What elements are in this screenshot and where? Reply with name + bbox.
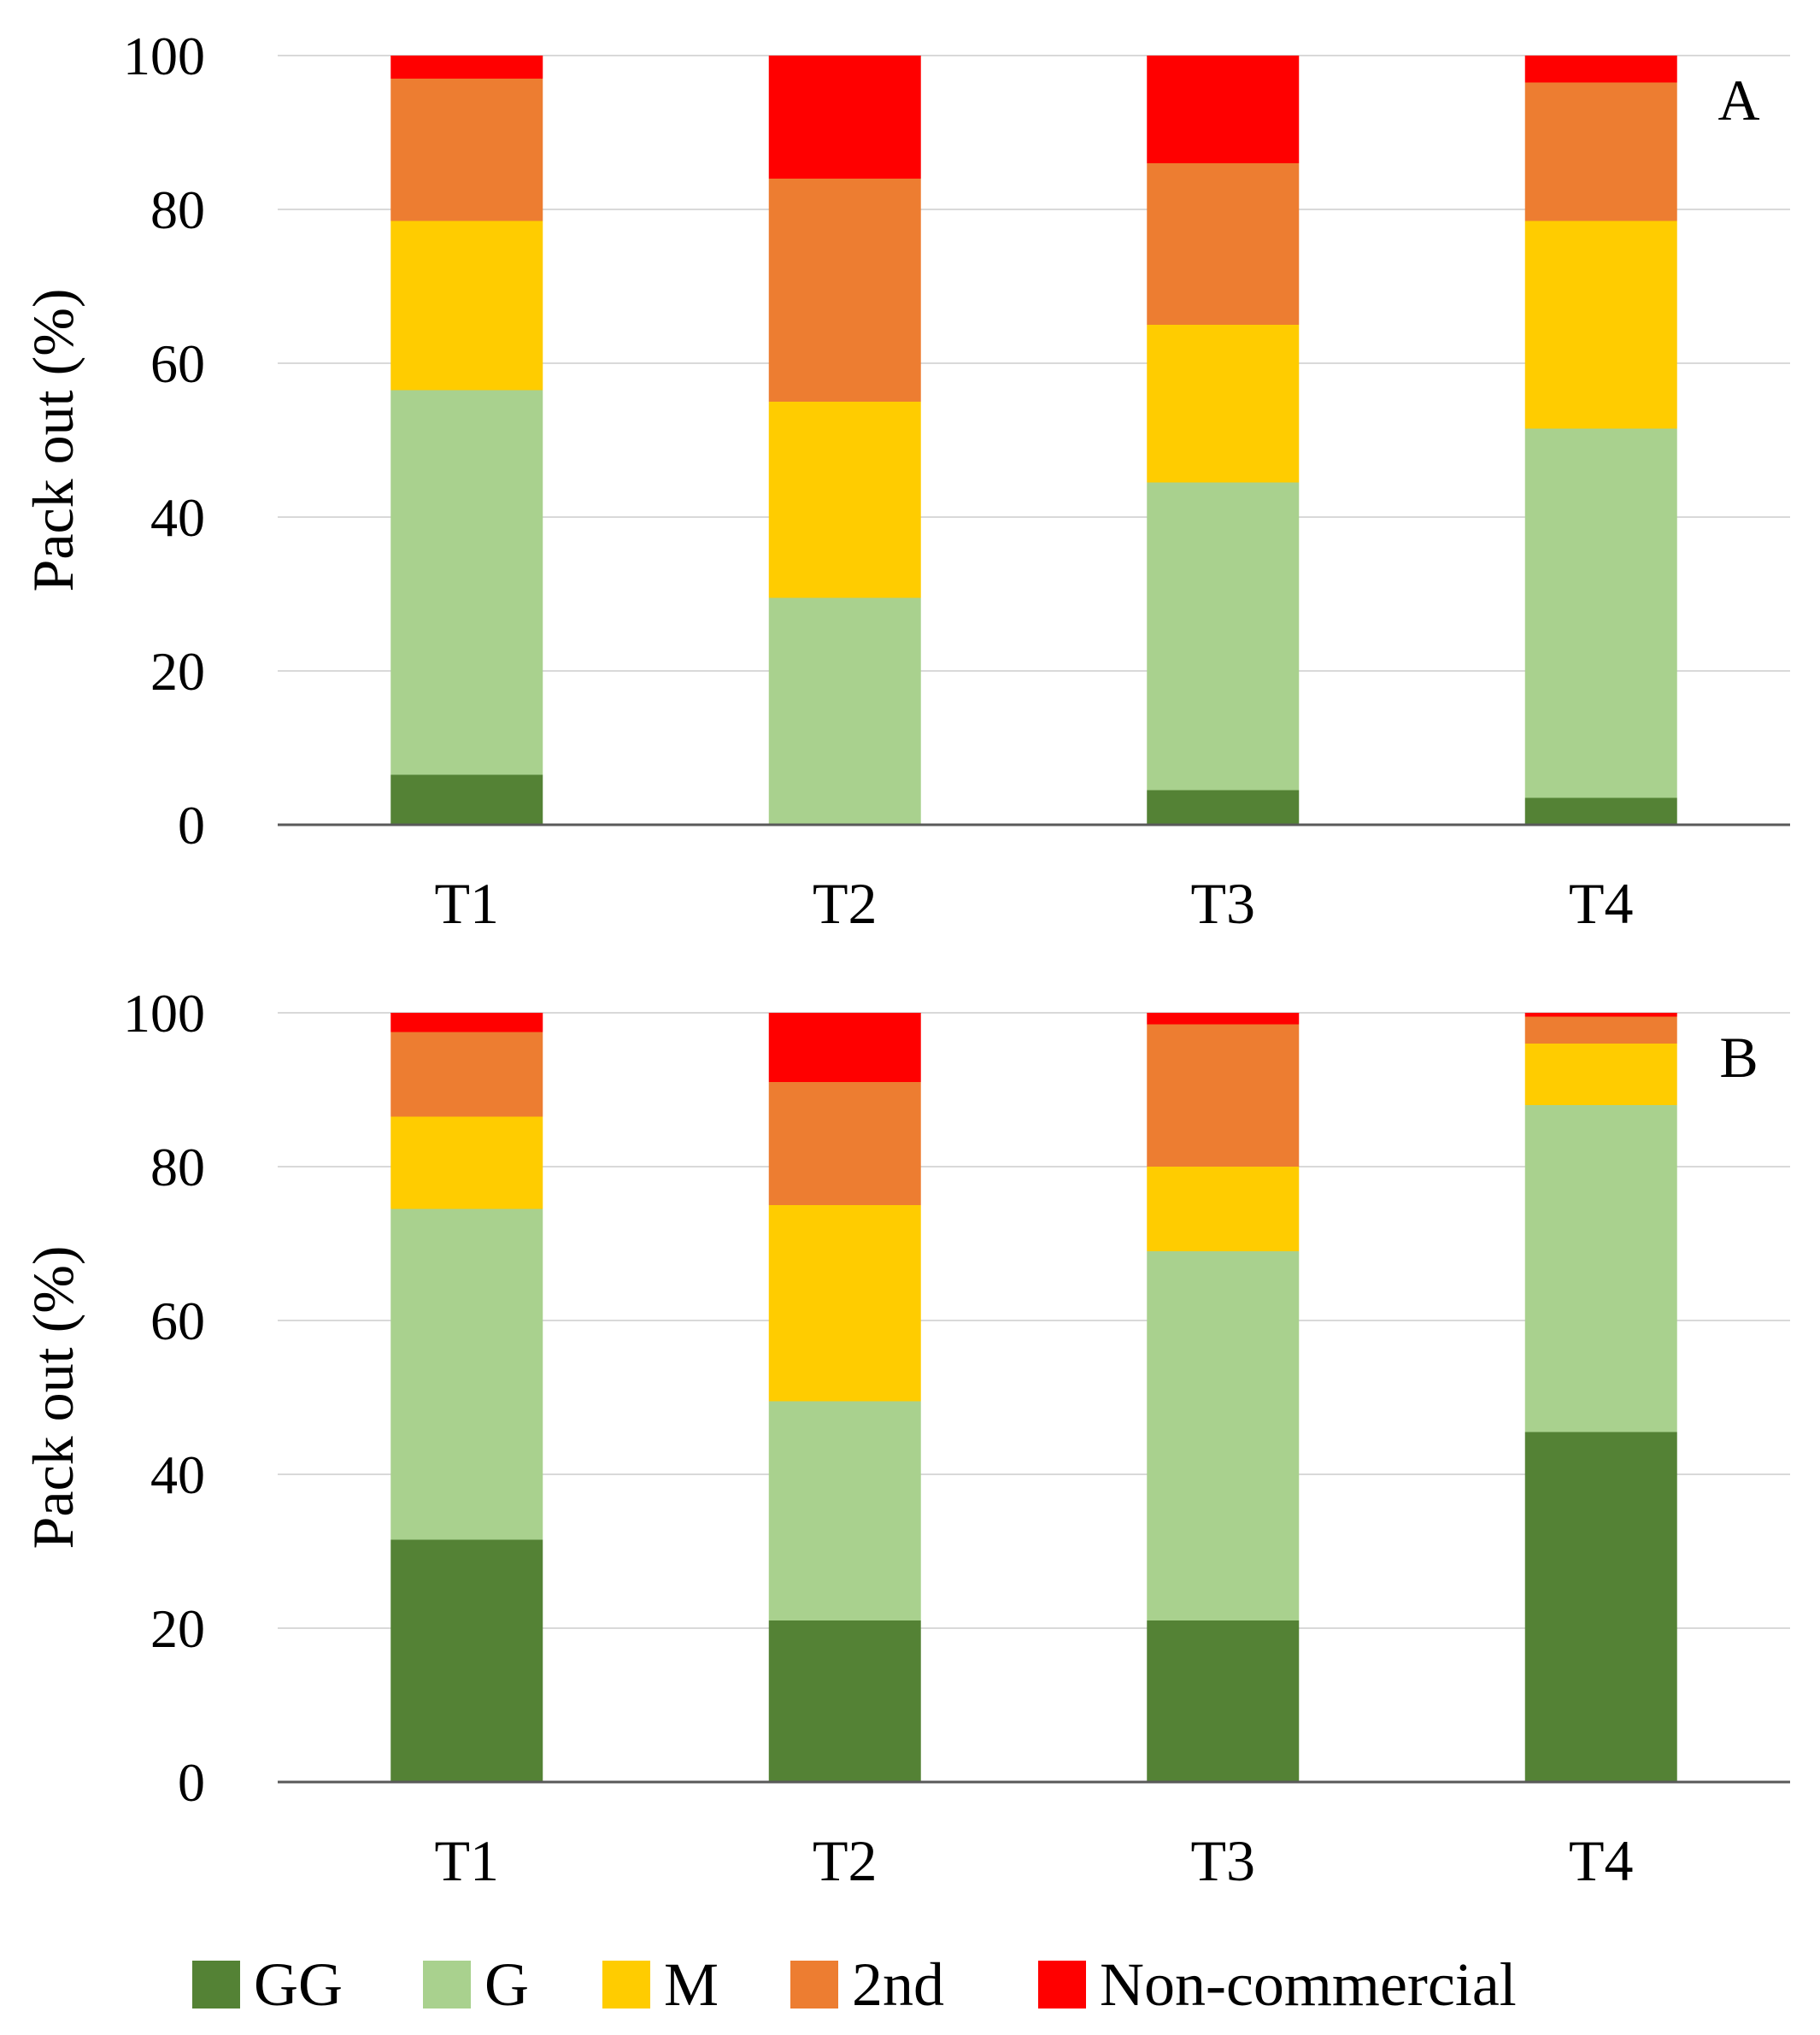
x-tick-label: T4 — [1569, 871, 1634, 936]
bar-non-commercial-t3 — [1147, 56, 1300, 163]
bar-gg-t1 — [390, 774, 543, 825]
bar-gg-t3 — [1147, 790, 1300, 825]
bar-m-t2 — [768, 1205, 921, 1402]
bar-m-t3 — [1147, 1167, 1300, 1251]
bar-m-t1 — [390, 1116, 543, 1209]
bar-2nd-t2 — [768, 1082, 921, 1205]
bar-non-commercial-t2 — [768, 1013, 921, 1082]
legend-swatch-g — [423, 1961, 471, 2009]
x-tick-label: T3 — [1190, 871, 1255, 936]
bar-g-t1 — [390, 390, 543, 775]
bar-g-t2 — [768, 597, 921, 825]
bar-2nd-t3 — [1147, 1024, 1300, 1167]
y-tick-label: 40 — [150, 487, 205, 548]
y-tick-label: 100 — [123, 983, 205, 1044]
x-tick-label: T1 — [434, 871, 499, 936]
legend-label-g: G — [484, 1950, 529, 2019]
y-tick-label: 60 — [150, 1291, 205, 1351]
chart-panel-a: 0 20 40 60 80 100 Pack out (%) T1 T2 T3 T4 A — [21, 26, 1790, 936]
bar-m-t1 — [390, 221, 543, 391]
y-tick-label: 20 — [150, 641, 205, 702]
y-tick-label: 60 — [150, 333, 205, 394]
x-tick-label: T2 — [813, 1828, 878, 1893]
bar-gg-t4 — [1524, 797, 1677, 825]
bar-2nd-t4 — [1524, 82, 1677, 221]
bar-2nd-t2 — [768, 179, 921, 402]
bar-g-t1 — [390, 1209, 543, 1540]
bar-gg-t1 — [390, 1539, 543, 1782]
legend: GG G M 2nd Non-commercial — [192, 1950, 1517, 2019]
bar-g-t3 — [1147, 482, 1300, 791]
panel-label: B — [1719, 1025, 1758, 1090]
bar-non-commercial-t2 — [768, 56, 921, 179]
bar-2nd-t1 — [390, 1032, 543, 1117]
legend-swatch-m — [602, 1961, 650, 2009]
bar-m-t4 — [1524, 1044, 1677, 1105]
x-tick-label: T2 — [813, 871, 878, 936]
bar-gg-t2 — [768, 1620, 921, 1782]
legend-swatch-gg — [192, 1961, 240, 2009]
legend-swatch-2nd — [790, 1961, 838, 2009]
chart-panel-b: 0 20 40 60 80 100 Pack out (%) T1 T2 T3 T4 B — [21, 983, 1790, 1893]
legend-label-m: M — [664, 1950, 719, 2019]
legend-swatch-non-commercial — [1038, 1961, 1086, 2009]
bar-g-t3 — [1147, 1251, 1300, 1620]
bar-m-t2 — [768, 402, 921, 598]
bar-gg-t3 — [1147, 1620, 1300, 1782]
y-tick-label: 20 — [150, 1598, 205, 1659]
bar-gg-t4 — [1524, 1432, 1677, 1782]
y-tick-label: 100 — [123, 26, 205, 86]
bar-non-commercial-t1 — [390, 56, 543, 79]
y-tick-label: 0 — [178, 795, 205, 856]
bar-non-commercial-t1 — [390, 1013, 543, 1032]
bar-non-commercial-t4 — [1524, 1013, 1677, 1017]
legend-label-non-commercial: Non-commercial — [1100, 1950, 1517, 2019]
legend-label-2nd: 2nd — [852, 1950, 944, 2019]
bar-g-t2 — [768, 1401, 921, 1620]
y-axis-label: Pack out (%) — [21, 288, 85, 591]
bar-2nd-t1 — [390, 79, 543, 221]
bar-m-t3 — [1147, 325, 1300, 483]
bar-m-t4 — [1524, 221, 1677, 429]
bar-2nd-t3 — [1147, 163, 1300, 325]
y-tick-label: 80 — [150, 1137, 205, 1197]
bar-g-t4 — [1524, 428, 1677, 798]
x-tick-label: T3 — [1190, 1828, 1255, 1893]
bar-2nd-t4 — [1524, 1016, 1677, 1044]
y-tick-label: 0 — [178, 1752, 205, 1813]
y-axis-label: Pack out (%) — [21, 1245, 85, 1549]
panel-label: A — [1717, 68, 1759, 132]
y-tick-label: 80 — [150, 179, 205, 240]
y-tick-label: 40 — [150, 1444, 205, 1505]
bar-non-commercial-t4 — [1524, 56, 1677, 83]
bar-g-t4 — [1524, 1105, 1677, 1432]
x-tick-label: T4 — [1569, 1828, 1634, 1893]
x-tick-label: T1 — [434, 1828, 499, 1893]
legend-label-gg: GG — [254, 1950, 343, 2019]
bar-non-commercial-t3 — [1147, 1013, 1300, 1025]
